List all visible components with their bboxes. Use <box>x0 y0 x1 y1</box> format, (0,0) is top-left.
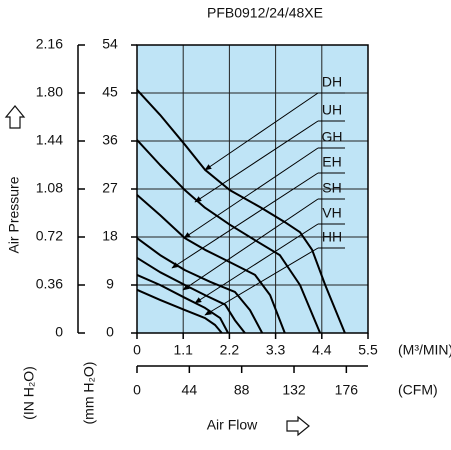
y2-tick-label: 2.16 <box>36 36 63 52</box>
curve <box>136 194 286 334</box>
x-tick-label: 2.2 <box>220 342 240 358</box>
leader-arrow <box>182 198 319 291</box>
y-unit: (mm H₂O) <box>81 362 97 425</box>
x-tick-label: 1.1 <box>173 342 193 358</box>
y-tick-label: 45 <box>102 84 118 100</box>
curve <box>136 89 346 334</box>
x-tick-label: 3.3 <box>266 342 286 358</box>
x2-tick-label: 0 <box>133 382 141 398</box>
y-arrow <box>4 105 26 129</box>
x-tick-label: 0 <box>133 342 141 358</box>
x-unit: (M³/MIN) <box>398 342 451 358</box>
y-tick-label: 36 <box>102 132 118 148</box>
y-tick-label: 54 <box>102 36 118 52</box>
x2-tick-label: 176 <box>335 382 359 398</box>
x2-unit: (CFM) <box>398 382 438 398</box>
y-tick-label: 0 <box>106 324 114 340</box>
y2-tick-label: 0.72 <box>36 228 63 244</box>
x-arrow <box>286 415 310 437</box>
y2-tick-label: 1.08 <box>36 180 63 196</box>
x-axis-title: Air Flow <box>207 417 258 433</box>
leader-arrow <box>204 92 319 171</box>
curve <box>136 288 223 334</box>
y2-unit: (IN H₂O) <box>21 366 37 420</box>
legend-label: HH <box>322 229 342 245</box>
y-tick-label: 27 <box>102 180 118 196</box>
legend-label: GH <box>322 129 343 145</box>
leader-arrow <box>194 120 319 203</box>
legend-label: UH <box>322 102 342 118</box>
leader-arrow <box>194 223 319 304</box>
y-tick-label: 18 <box>102 228 118 244</box>
leader-arrow <box>204 247 319 316</box>
x2-tick-label: 44 <box>182 382 198 398</box>
legend-label: SH <box>322 180 341 196</box>
y2-tick-label: 1.44 <box>36 132 63 148</box>
y-tick-label: 9 <box>106 276 114 292</box>
curve <box>136 237 264 334</box>
curve <box>136 256 246 334</box>
y2-tick-label: 1.80 <box>36 84 63 100</box>
x-tick-label: 5.5 <box>358 342 378 358</box>
legend-label: VH <box>322 205 341 221</box>
legend-label: EH <box>322 154 341 170</box>
x-tick-label: 4.4 <box>312 342 332 358</box>
y2-tick-label: 0 <box>55 324 63 340</box>
y-axis-title: Air Pressure <box>6 176 22 253</box>
curve <box>136 139 322 334</box>
x2-tick-label: 88 <box>234 382 250 398</box>
y2-tick-label: 0.36 <box>36 276 63 292</box>
legend-label: DH <box>322 74 342 90</box>
leader-arrow <box>183 147 319 239</box>
x2-tick-label: 132 <box>282 382 306 398</box>
leader-arrow <box>171 172 319 269</box>
chart-title: PFB0912/24/48XE <box>207 5 323 21</box>
